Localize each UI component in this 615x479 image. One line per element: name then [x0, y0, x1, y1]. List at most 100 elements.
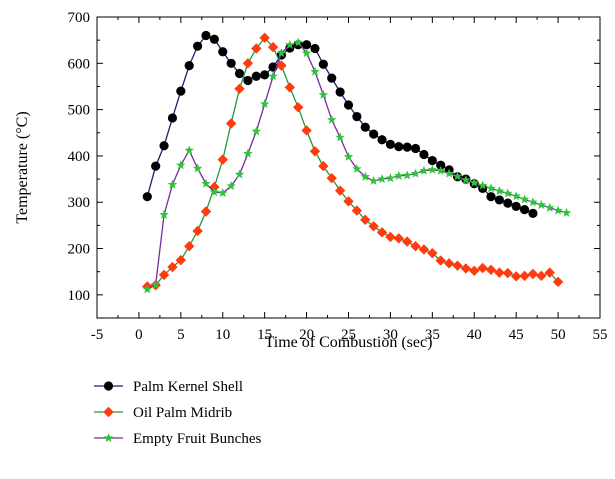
data-point — [284, 82, 296, 93]
data-point — [243, 75, 253, 86]
data-point — [209, 187, 220, 197]
x-tick-label: 50 — [551, 327, 566, 343]
data-point — [418, 244, 430, 255]
data-point — [267, 41, 279, 53]
data-point — [259, 99, 270, 109]
data-point — [427, 247, 438, 259]
data-point — [201, 30, 211, 41]
data-point — [427, 155, 437, 166]
legend-marker — [103, 381, 114, 391]
y-tick-label: 200 — [68, 242, 91, 258]
data-point — [519, 205, 530, 215]
x-tick-label: 15 — [257, 327, 272, 343]
data-point — [561, 207, 572, 217]
data-point — [301, 125, 312, 136]
data-point — [343, 151, 354, 161]
data-point — [351, 205, 363, 216]
data-point — [301, 48, 312, 58]
data-point — [519, 194, 530, 204]
data-point — [452, 260, 463, 271]
data-point — [352, 111, 362, 122]
data-point — [318, 89, 329, 99]
x-tick-label: 40 — [467, 327, 482, 343]
data-point — [477, 262, 488, 274]
data-point — [142, 284, 153, 294]
data-point — [243, 148, 253, 158]
data-point — [469, 177, 480, 187]
data-point — [502, 267, 513, 279]
data-point — [192, 163, 203, 173]
data-point — [268, 71, 278, 81]
data-point — [217, 187, 228, 198]
data-point — [159, 209, 169, 219]
data-point — [176, 160, 186, 170]
legend-label: Oil Palm Midrib — [133, 405, 232, 421]
data-point — [460, 263, 472, 274]
data-point — [318, 59, 328, 69]
data-point — [536, 200, 547, 210]
data-point — [192, 225, 203, 237]
data-point — [427, 164, 438, 174]
data-point — [301, 40, 312, 50]
y-tick-label: 100 — [68, 288, 91, 304]
data-point — [201, 178, 211, 188]
data-point — [385, 173, 396, 183]
data-point — [293, 37, 303, 47]
y-axis-title: Temperature (°C) — [14, 111, 31, 223]
data-point — [193, 41, 203, 51]
x-tick-label: 0 — [135, 327, 143, 343]
data-point — [385, 231, 396, 243]
x-tick-label: 10 — [215, 327, 230, 343]
data-point — [544, 267, 555, 278]
data-point — [352, 163, 362, 173]
data-point — [402, 142, 412, 152]
data-point — [167, 179, 178, 189]
data-point — [544, 202, 555, 212]
data-point — [393, 233, 404, 244]
data-point — [251, 126, 262, 136]
data-point — [511, 191, 521, 201]
data-point — [310, 43, 320, 54]
legend-item: Empty Fruit Bunches — [94, 431, 261, 447]
data-point — [477, 180, 488, 190]
data-point — [175, 254, 187, 266]
data-point — [226, 58, 236, 68]
legend-item: Oil Palm Midrib — [94, 405, 232, 421]
data-point — [335, 132, 345, 142]
x-tick-label: 25 — [341, 327, 356, 343]
data-point — [276, 48, 287, 58]
y-tick-label: 700 — [68, 10, 91, 26]
data-point — [376, 227, 388, 238]
data-point — [293, 102, 304, 113]
data-point — [184, 241, 195, 252]
x-tick-label: 20 — [299, 327, 314, 343]
y-tick-label: 500 — [68, 103, 91, 119]
data-point — [360, 122, 370, 132]
data-point — [334, 185, 346, 196]
data-point — [436, 160, 446, 170]
data-point — [444, 168, 454, 178]
data-point — [225, 118, 237, 129]
data-point — [234, 83, 245, 94]
data-point — [435, 165, 446, 175]
axis-ticks: -5 0 5 10 15 20 25 30 35 40 45 50 55 100 200 300 400 500 6… — [68, 10, 608, 343]
data-point — [486, 192, 496, 202]
data-point — [234, 169, 245, 179]
data-point — [251, 71, 261, 81]
data-point — [184, 145, 194, 155]
data-point — [377, 135, 387, 145]
data-point — [369, 129, 379, 139]
x-tick-label: 45 — [509, 327, 524, 343]
data-point — [402, 170, 412, 180]
data-point — [176, 86, 186, 96]
data-point — [242, 58, 254, 69]
data-point — [536, 270, 547, 282]
data-point — [461, 175, 471, 185]
x-tick-label: -5 — [91, 327, 104, 343]
data-point — [285, 39, 295, 49]
x-tick-label: 35 — [425, 327, 440, 343]
data-point — [377, 174, 387, 184]
legend-marker — [103, 433, 114, 443]
legend: Palm Kernel Shell Oil Palm Midrib Empty Fr… — [94, 379, 261, 447]
